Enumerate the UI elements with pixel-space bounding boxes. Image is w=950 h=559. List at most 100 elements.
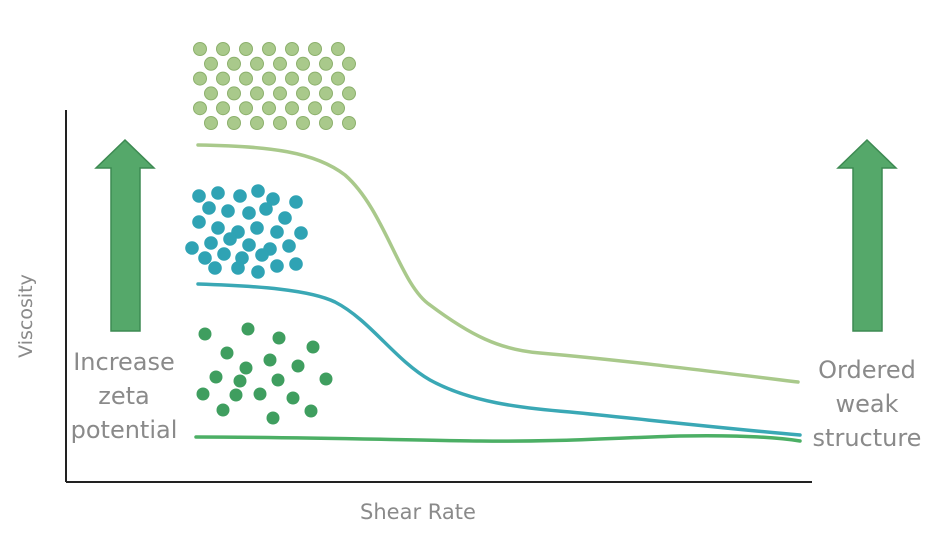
dispersed-particle	[196, 387, 210, 401]
ordered-particle	[262, 101, 276, 116]
clustered-particle	[242, 238, 256, 252]
clustered-particle	[259, 202, 273, 216]
clustered-particle	[211, 186, 225, 200]
dispersed-particle	[241, 322, 255, 336]
ordered-particle	[204, 56, 218, 71]
dispersed-particle	[304, 404, 318, 418]
right-annotation-line: structure	[813, 424, 922, 452]
left-annotation-line: zeta	[98, 382, 149, 410]
ordered-particle	[273, 86, 287, 101]
clustered-particles	[185, 184, 308, 279]
curve-green	[194, 433, 802, 443]
ordered-particle	[331, 101, 345, 116]
dispersed-particle	[198, 327, 212, 341]
clustered-particle	[211, 221, 225, 235]
right-up-arrow-icon	[836, 138, 898, 332]
clustered-particle	[270, 225, 284, 239]
x-axis-label: Shear Rate	[360, 500, 476, 524]
ordered-particle	[342, 86, 356, 101]
right-annotation-line: Ordered	[818, 356, 916, 384]
ordered-particle	[250, 86, 264, 101]
ordered-particle	[296, 56, 310, 71]
ordered-particle	[342, 116, 356, 130]
ordered-particles	[193, 42, 356, 130]
clustered-particle	[251, 184, 265, 198]
clustered-particle	[289, 195, 303, 209]
dispersed-particle	[263, 353, 277, 367]
clustered-particle	[270, 259, 284, 273]
ordered-particle	[285, 42, 299, 56]
dispersed-particle	[216, 403, 230, 417]
clustered-particle	[233, 189, 247, 203]
ordered-particle	[342, 56, 356, 71]
ordered-particle	[216, 101, 230, 116]
ordered-particle	[285, 71, 299, 86]
clustered-particle	[251, 265, 265, 279]
dispersed-particle	[209, 370, 223, 384]
left-up-arrow-icon	[94, 138, 156, 332]
clustered-particle	[208, 261, 222, 275]
ordered-particle	[308, 71, 322, 86]
dispersed-particle	[239, 361, 253, 375]
ordered-particle	[285, 101, 299, 116]
clustered-particle	[192, 189, 206, 203]
ordered-particle	[204, 86, 218, 101]
ordered-particle	[319, 56, 333, 71]
clustered-particle	[185, 241, 199, 255]
ordered-particle	[193, 42, 207, 56]
ordered-particle	[296, 116, 310, 130]
ordered-particle	[250, 116, 264, 130]
ordered-particle	[331, 42, 345, 56]
y-axis-label: Viscosity	[15, 274, 37, 358]
dispersed-particle	[306, 340, 320, 354]
ordered-particle	[204, 116, 218, 130]
dispersed-particle	[233, 374, 247, 388]
dispersed-particle	[266, 411, 280, 425]
ordered-particle	[239, 42, 253, 56]
left-annotation-line: potential	[71, 416, 178, 444]
ordered-particle	[262, 71, 276, 86]
clustered-particle	[242, 206, 256, 220]
ordered-particle	[227, 56, 241, 71]
ordered-particle	[273, 116, 287, 130]
ordered-particle	[239, 101, 253, 116]
ordered-particle	[308, 101, 322, 116]
left-annotation-line: Increase	[73, 348, 175, 376]
curve-light-green	[196, 143, 800, 384]
dispersed-particle	[286, 391, 300, 405]
ordered-particle	[250, 56, 264, 71]
dispersed-particle	[229, 388, 243, 402]
ordered-particle	[227, 86, 241, 101]
clustered-particle	[278, 211, 292, 225]
ordered-particle	[319, 86, 333, 101]
clustered-particle	[282, 239, 296, 253]
dispersed-particle	[272, 331, 286, 345]
ordered-particle	[193, 71, 207, 86]
ordered-particle	[273, 56, 287, 71]
clustered-particle	[289, 257, 303, 271]
curve-teal	[196, 282, 802, 437]
ordered-particle	[331, 71, 345, 86]
ordered-particle	[262, 42, 276, 56]
clustered-particle	[221, 204, 235, 218]
clustered-particle	[202, 201, 216, 215]
clustered-particle	[250, 221, 264, 235]
right-annotation: Ordered weak structure	[813, 356, 922, 452]
clustered-particle	[217, 247, 231, 261]
clustered-particle	[255, 248, 269, 262]
ordered-particle	[216, 71, 230, 86]
ordered-particle	[296, 86, 310, 101]
dispersed-particles	[196, 322, 333, 425]
clustered-particle	[223, 232, 237, 246]
clustered-particle	[294, 226, 308, 240]
dispersed-particle	[291, 359, 305, 373]
ordered-particle	[193, 101, 207, 116]
ordered-particle	[227, 116, 241, 130]
dispersed-particle	[271, 373, 285, 387]
ordered-particle	[319, 116, 333, 130]
clustered-particle	[204, 236, 218, 250]
clustered-particle	[231, 261, 245, 275]
clustered-particle	[192, 215, 206, 229]
ordered-particle	[308, 42, 322, 56]
